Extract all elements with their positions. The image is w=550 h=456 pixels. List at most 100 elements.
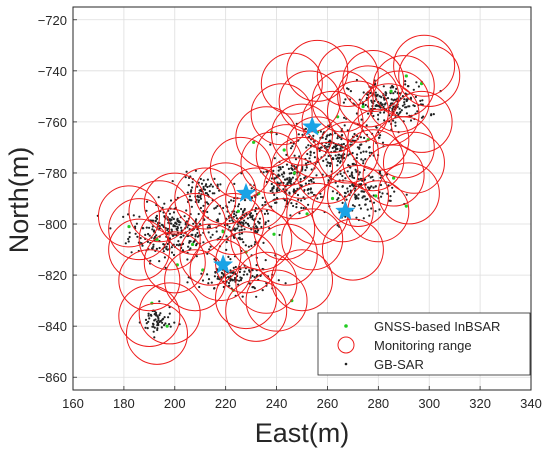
gbsar-point [209,183,213,186]
gbsar-point [367,112,370,115]
gbsar-point [326,161,329,164]
gbsar-point [377,118,380,121]
gbsar-point [303,176,306,180]
plot-frame [72,6,532,391]
gbsar-point [229,279,232,282]
gbsar-point [385,92,388,95]
gbsar-point [341,201,344,204]
gbsar-point [189,199,192,202]
gbsar-point [181,249,184,252]
gbsar-point [149,259,152,262]
gbsar-point [127,237,130,241]
gbsar-point [366,186,370,189]
gbsar-point [247,245,250,248]
gbsar-point [335,148,338,151]
gbsar-point [412,88,415,91]
gbsar-point [369,200,372,203]
gbsar-point [332,157,335,161]
legend-label-monitoring-range: Monitoring range [374,338,472,353]
monitoring-range-circle [164,249,227,312]
gbsar-point [358,147,361,150]
monitoring-range-circle [245,269,308,332]
gbsar-point [370,207,373,210]
gbsar-point [403,101,406,104]
gbsar-point [359,143,362,146]
gbsar-point [222,273,225,276]
gbsar-point [279,166,282,169]
gbsar-point [300,184,303,187]
gbsar-point [275,201,278,204]
gbsar-point [344,177,347,180]
gbsar-point [390,98,393,101]
gbsar-point [358,171,361,174]
gbsar-point [176,218,179,221]
gbsar-point [225,241,228,244]
gbsar-point [382,105,385,108]
gbsar-point [325,164,328,167]
gbsar-point [255,295,258,298]
gbsar-point [254,209,257,213]
gbsar-point [138,215,141,218]
gbsar-point [255,264,258,267]
y-tick-label: −780 [38,166,67,181]
gbsar-point [342,101,345,104]
gbsar-point [134,225,137,228]
gbsar-point [163,215,166,218]
gbsar-point [295,202,298,205]
gbsar-point [184,223,187,226]
gbsar-point [278,174,281,177]
gbsar-point [156,327,159,330]
gbsar-point [403,103,406,106]
gbsar-point [414,95,417,98]
gbsar-point [307,192,310,195]
gbsar-point [287,167,290,170]
gbsar-point [152,330,155,333]
gbsar-point [312,134,315,137]
gbsar-point [175,243,178,246]
axis-ticks: 160 180 200 220 240 260 280 300 320 340 −720 −740 −7… [38,13,542,411]
gbsar-point [400,109,403,112]
gbsar-point [158,260,161,263]
gbsar-point [302,207,305,210]
gbsar-point [289,180,292,183]
gbsar-point [242,241,245,244]
gbsar-point [177,244,180,247]
gbsar-point [372,201,376,204]
gbsar-point [184,176,187,179]
gbsar-point [398,107,401,110]
gbsar-point [151,247,154,250]
gbsar-point [173,321,176,324]
monitoring-range-circle [316,121,379,184]
gbsar-point [292,204,295,208]
gbsar-point [233,278,236,281]
gbsar-point [172,217,175,221]
gbsar-point [404,83,407,86]
gbsar-point [409,119,413,122]
gbsar-point [168,312,171,315]
gbsar-point [288,176,291,179]
monitoring-range-circle [326,80,389,143]
gbsar-point [180,226,183,229]
gbsar-point [346,129,349,132]
gbsar-point [355,156,358,160]
gbsar-point [248,270,251,273]
gbsar-point [136,235,139,238]
gbsar-point [353,132,356,136]
gbsar-point [147,232,150,236]
gbsar-point [180,229,183,232]
gbsar-point [197,200,200,204]
gbsar-point [365,96,368,100]
gbsar-point [191,233,194,236]
gbsar-point [364,158,367,161]
gbsar-point [228,225,231,229]
gbsar-point [336,192,339,195]
gbsar-point [210,281,213,284]
gbsar-point [260,225,263,229]
gbsar-point [271,188,274,191]
gbsar-point [380,195,383,198]
gbsar-point [229,258,232,261]
gbsar-point [237,203,241,206]
gbsar-point [232,199,235,202]
y-axis-label: North(m) [4,147,34,254]
gbsar-point [356,135,359,138]
